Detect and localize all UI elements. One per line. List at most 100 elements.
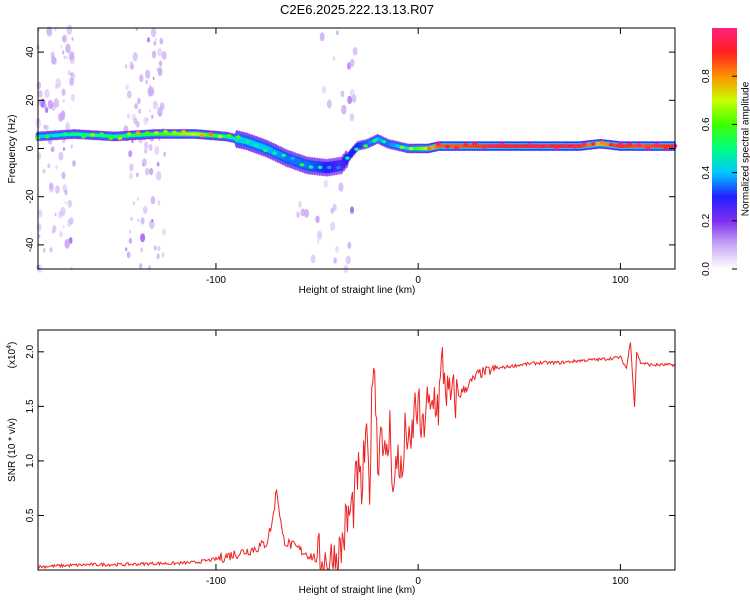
spectrogram-ridge-peak <box>217 134 223 139</box>
spectrogram-ridge-peak <box>153 131 159 135</box>
spectrogram-ridge-peak <box>445 145 450 149</box>
figure-title: C2E6.2025.222.13.13.R07 <box>280 2 434 17</box>
spectrogram-noise-speck <box>51 147 54 152</box>
spectrogram-noise-speck <box>144 147 148 154</box>
spectrogram-noise-speck <box>338 182 344 192</box>
spectrogram-noise-speck <box>349 91 352 95</box>
spectrogram-noise-speck <box>129 172 133 180</box>
spectrogram-noise-speck <box>128 150 133 158</box>
spectrogram-ridge-peak <box>72 132 77 136</box>
spectrogram-ridge-peak <box>372 139 378 143</box>
snr-y-multiplier: (x104) <box>6 342 18 369</box>
spectrogram-noise-speck <box>154 145 160 155</box>
spectrogram-noise-speck <box>310 254 316 264</box>
spectrogram-noise-speck <box>145 69 151 79</box>
spectrogram-ridge-peak <box>290 156 296 161</box>
snr-frame <box>37 329 676 571</box>
spectrogram-noise-speck <box>349 206 355 214</box>
spectrogram-ridge-peak <box>135 131 141 135</box>
spectrogram-noise-speck <box>149 167 154 176</box>
colorbar-gradient <box>712 28 737 269</box>
spectrogram-noise-speck <box>70 93 76 102</box>
spectrogram-ridge-peak <box>618 142 623 146</box>
spectrogram-noise-speck <box>155 37 157 42</box>
spectrogram-noise-speck <box>340 90 345 98</box>
spectrogram-x-tick-label: 0 <box>415 275 421 286</box>
spectrogram-noise-speck <box>127 90 132 99</box>
spectrogram-ridge-peak <box>517 144 523 148</box>
spectrogram-noise-speck <box>345 255 351 265</box>
spectrogram-noise-speck <box>162 228 167 236</box>
spectrogram-ridge-peak <box>181 130 187 134</box>
spectrogram-noise-speck <box>319 32 325 42</box>
spectrogram-ridge-peak <box>44 135 50 139</box>
colorbar-ticks: 0.0 0.2 0.4 0.6 0.8 <box>701 69 737 276</box>
spectrogram-noise-speck <box>145 167 150 176</box>
spectrogram-noise-speck <box>341 104 347 115</box>
spectrogram-noise-speck <box>55 165 58 170</box>
spectrogram-noise-speck <box>134 102 138 110</box>
colorbar-tick-label: 0.4 <box>701 165 712 179</box>
spectrogram-noise-speck <box>36 81 42 90</box>
spectrogram-ridge-peak <box>254 143 259 148</box>
spectrogram-noise-speck <box>131 113 136 121</box>
spectrogram-noise-speck <box>60 45 63 49</box>
spectrogram-ridge-peak <box>308 165 314 169</box>
spectrogram-ridge-peak <box>199 134 205 138</box>
snr-x-tick-label: 100 <box>612 576 629 587</box>
spectrogram-noise-speck <box>47 99 53 110</box>
snr-x-tick-label: -100 <box>206 576 226 587</box>
spectrogram-ridge-peak <box>172 130 177 134</box>
spectrogram-ridge-peak <box>90 133 95 137</box>
spectrogram-ridge-peak <box>62 132 68 136</box>
colorbar-tick-label: 0.0 <box>701 262 712 276</box>
spectrogram-noise-speck <box>62 224 65 229</box>
spectrogram-noise-speck <box>303 208 310 218</box>
spectrogram-noise-speck <box>163 151 167 157</box>
spectrogram-noise-speck <box>151 50 157 59</box>
spectrogram-ridge-peak <box>472 142 478 146</box>
spectrogram-noise-speck <box>161 252 165 258</box>
spectrogram-ridge-peak <box>454 146 459 150</box>
spectrogram-ridge-peak <box>390 142 396 147</box>
spectrogram-noise-speck <box>62 35 66 43</box>
spectrogram-noise-speck <box>38 90 43 98</box>
spectrogram-noise-speck <box>52 225 57 233</box>
spectrogram-y-tick-label: -40 <box>25 237 36 252</box>
spectrogram-ridge-peak <box>235 135 241 139</box>
spectrogram-noise-speck <box>130 216 133 221</box>
spectrogram-noise-speck <box>55 78 62 88</box>
spectrogram-ridge-peak <box>545 144 550 148</box>
spectrogram-noise-speck <box>63 55 66 60</box>
spectrogram-ridge-peak <box>417 146 423 151</box>
spectrogram-ridge-peak <box>463 143 469 147</box>
spectrogram-noise-speck <box>335 245 339 254</box>
spectrogram-noise-speck <box>54 27 57 32</box>
snr-plot-area <box>38 330 675 570</box>
spectrogram-noise-speck <box>54 212 57 217</box>
spectrogram-noise-speck <box>132 51 138 62</box>
spectrogram-noise-speck <box>38 99 42 106</box>
spectrogram-noise-speck <box>125 84 129 91</box>
spectrogram-noise-speck <box>347 95 353 105</box>
spectrogram-noise-speck <box>63 147 65 151</box>
spectrogram-noise-speck <box>158 60 163 67</box>
spectrogram-noise-speck <box>42 247 46 253</box>
spectrogram-ridge-peak <box>399 145 405 150</box>
spectrogram-noise-speck <box>58 112 64 122</box>
spectrogram-noise-speck <box>347 241 352 249</box>
spectrogram-noise-speck <box>64 239 71 249</box>
spectrogram-noise-speck <box>333 257 337 264</box>
spectrogram-noise-speck <box>138 108 142 114</box>
spectrogram-noise-speck <box>145 79 148 85</box>
spectrogram-ridge-peak <box>226 134 232 138</box>
spectrogram-ridge-peak <box>572 145 578 149</box>
spectrogram-ridge-peak <box>81 135 86 139</box>
spectrogram-ridge-peak <box>363 144 368 148</box>
spectrogram-noise-speck <box>70 144 73 149</box>
spectrogram-ridge-peak <box>381 139 387 144</box>
spectrogram-noise-speck <box>161 50 167 60</box>
spectrogram-noise-speck <box>70 72 76 80</box>
snr-y-tick-label: 0.5 <box>25 508 36 522</box>
spectrogram-ridge <box>35 129 678 177</box>
